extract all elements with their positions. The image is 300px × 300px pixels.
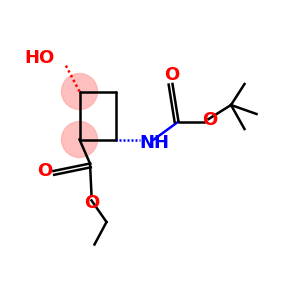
Text: HO: HO <box>24 50 54 68</box>
Circle shape <box>61 74 98 110</box>
Text: O: O <box>202 111 217 129</box>
Circle shape <box>61 122 98 158</box>
Text: O: O <box>164 66 179 84</box>
Text: NH: NH <box>140 134 169 152</box>
Text: O: O <box>37 162 52 180</box>
Text: O: O <box>84 194 99 211</box>
